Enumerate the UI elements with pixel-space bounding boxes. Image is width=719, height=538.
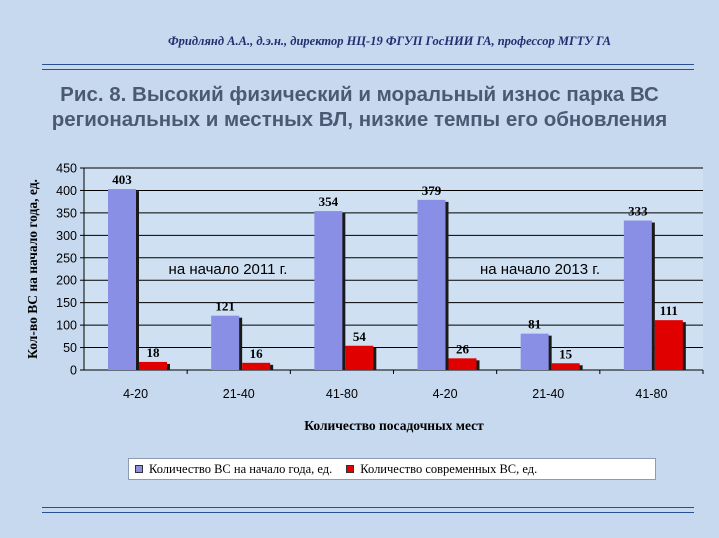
slide-title: Рис. 8. Высокий физический и моральный и… xyxy=(0,82,719,132)
x-tick-label: 4-20 xyxy=(433,387,458,401)
bar-total xyxy=(520,333,549,370)
y-tick-label: 0 xyxy=(70,364,77,378)
data-label-total: 354 xyxy=(319,194,339,209)
top-divider-2 xyxy=(42,69,694,70)
y-tick-label: 100 xyxy=(56,319,77,333)
data-label-modern: 15 xyxy=(559,346,573,361)
x-axis-title: Количество посадочных мест xyxy=(304,418,484,433)
data-label-modern: 54 xyxy=(353,329,367,344)
data-label-total: 379 xyxy=(422,183,442,198)
data-label-modern: 26 xyxy=(456,341,470,356)
bar-modern xyxy=(654,320,683,370)
data-label-total: 121 xyxy=(215,299,235,314)
y-tick-label: 200 xyxy=(56,274,77,288)
y-tick-label: 300 xyxy=(56,229,77,243)
y-tick-label: 400 xyxy=(56,184,77,198)
bar-modern xyxy=(551,363,580,370)
y-tick-label: 250 xyxy=(56,251,77,265)
data-label-total: 81 xyxy=(528,317,541,332)
y-tick-label: 350 xyxy=(56,206,77,220)
title-line-2: региональных и местных ВЛ, низкие темпы … xyxy=(51,108,668,131)
legend-item-total: Количество ВС на начало года, ед. xyxy=(135,462,332,477)
bar-modern xyxy=(139,361,167,370)
bar-total xyxy=(108,189,136,370)
x-tick-label: 21-40 xyxy=(223,387,255,401)
bar-total xyxy=(211,315,240,370)
data-label-total: 403 xyxy=(112,172,132,187)
bottom-divider-1 xyxy=(42,507,694,508)
bar-total xyxy=(417,199,446,370)
x-tick-label: 41-80 xyxy=(635,387,667,401)
data-label-modern: 18 xyxy=(147,345,161,360)
legend-label-total: Количество ВС на начало года, ед. xyxy=(149,461,333,476)
data-label-modern: 111 xyxy=(660,303,678,318)
y-tick-label: 50 xyxy=(63,341,77,355)
bar-total xyxy=(314,211,343,370)
chart-legend: Количество ВС на начало года, ед. Количе… xyxy=(128,458,656,480)
bar-modern xyxy=(242,362,271,370)
bar-modern xyxy=(448,358,477,370)
top-divider-1 xyxy=(42,64,694,65)
period-annotation: на начало 2011 г. xyxy=(169,261,288,278)
author-line: Фридлянд А.А., д.э.н., директор НЦ-19 ФГ… xyxy=(168,34,611,48)
y-tick-label: 150 xyxy=(56,296,77,310)
x-tick-label: 21-40 xyxy=(532,387,564,401)
x-tick-label: 4-20 xyxy=(123,387,148,401)
period-annotation: на начало 2013 г. xyxy=(480,261,600,278)
plot-area xyxy=(84,168,703,370)
x-tick-label: 41-80 xyxy=(326,387,358,401)
legend-item-modern: Количество современных ВС, ед. xyxy=(346,462,537,477)
legend-swatch-modern xyxy=(346,465,355,473)
bar-modern xyxy=(345,345,374,370)
legend-swatch-total xyxy=(135,465,143,473)
bottom-divider-2 xyxy=(42,512,694,513)
legend-label-modern: Количество современных ВС, ед. xyxy=(360,461,538,476)
y-axis-title: Кол-во ВС на начало года, ед. xyxy=(25,179,40,359)
y-tick-label: 450 xyxy=(56,162,77,176)
title-line-1: Рис. 8. Высокий физический и моральный и… xyxy=(60,83,659,106)
bar-total xyxy=(623,220,652,370)
data-label-total: 333 xyxy=(628,204,648,219)
data-label-modern: 16 xyxy=(250,346,264,361)
